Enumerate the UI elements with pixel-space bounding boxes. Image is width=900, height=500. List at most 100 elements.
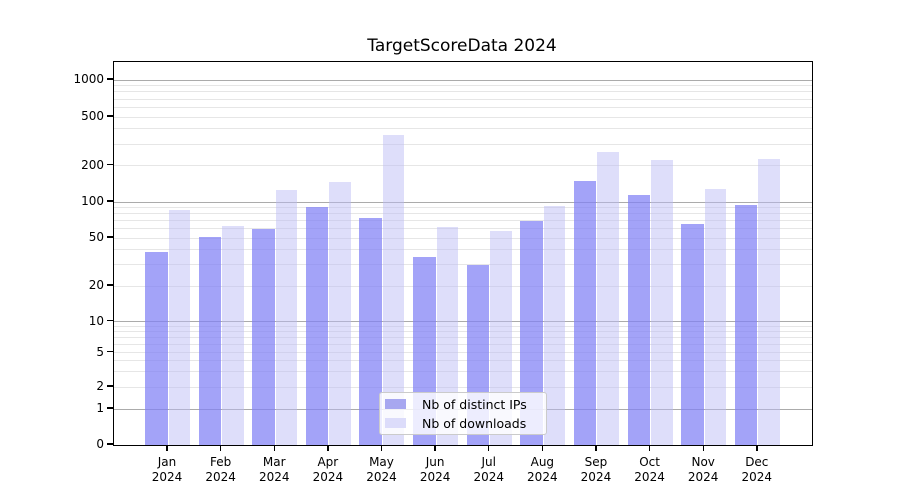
y-tick-label-500: 500 (81, 109, 104, 123)
y-tick-mark-100 (107, 200, 113, 202)
gridline-minor-800 (114, 91, 812, 93)
bar-distinct-ips-mar (252, 229, 275, 445)
legend-item-downloads: Nb of downloads (385, 416, 540, 431)
x-tick-month: May (369, 455, 394, 469)
plot-area (113, 60, 813, 446)
y-tick-mark-1000 (107, 78, 113, 80)
bar-distinct-ips-jan (145, 252, 168, 445)
x-tick-month: Aug (530, 455, 555, 469)
x-tick-mark-mar (273, 445, 275, 451)
x-tick-label-mar: Mar 2024 (244, 455, 304, 485)
bar-downloads-aug (543, 206, 566, 445)
x-tick-label-jan: Jan 2024 (137, 455, 197, 485)
y-tick-label-5: 5 (96, 344, 104, 359)
y-tick-label-2: 2 (96, 379, 104, 393)
x-tick-label-aug: Aug 2024 (512, 455, 572, 485)
bar-downloads-feb (222, 226, 244, 445)
gridline-major-100 (114, 201, 812, 203)
gridline-minor-70 (114, 220, 812, 222)
y-tick-mark-0 (107, 443, 113, 445)
x-tick-month: Sep (584, 455, 608, 469)
bar-distinct-ips-nov (681, 224, 704, 445)
gridline-minor-200 (114, 165, 812, 166)
gridline-minor-8 (114, 330, 812, 332)
bar-downloads-dec (758, 158, 780, 445)
x-tick-mark-oct (648, 445, 651, 451)
bar-distinct-ips-feb (198, 236, 222, 445)
bar-downloads-jan (168, 210, 190, 445)
y-tick-label-10: 10 (88, 313, 104, 328)
bar-downloads-jun (436, 226, 459, 445)
bar-distinct-ips-sep (573, 180, 597, 445)
bar-downloads-apr (329, 182, 351, 445)
gridline-minor-40 (114, 249, 812, 251)
x-tick-month: Dec (745, 455, 769, 469)
x-tick-mark-apr (327, 445, 329, 451)
bar-distinct-ips-dec (734, 204, 758, 445)
bar-distinct-ips-aug (520, 220, 543, 445)
x-tick-label-feb: Feb 2024 (191, 455, 251, 485)
x-tick-month: Jun (425, 455, 445, 469)
x-tick-mark-aug (541, 445, 544, 451)
gridline-major-1000 (114, 79, 812, 81)
y-tick-mark-2 (107, 385, 113, 387)
gridline-minor-90 (114, 206, 812, 208)
y-tick-mark-200 (107, 163, 113, 166)
gridline-major-10 (114, 321, 812, 322)
legend-swatch-downloads (385, 417, 406, 429)
x-tick-month: Jul (481, 455, 496, 469)
gridline-minor-80 (114, 213, 812, 215)
bar-distinct-ips-may (359, 217, 382, 445)
legend-label-distinct-ips: Nb of distinct IPs (422, 396, 527, 412)
x-tick-year: 2024 (473, 469, 504, 484)
x-tick-label-may: May 2024 (351, 455, 411, 485)
x-tick-year: 2024 (741, 469, 773, 484)
legend-item-distinct-ips: Nb of distinct IPs (385, 397, 540, 412)
gridline-minor-20 (114, 285, 812, 287)
x-tick-year: 2024 (580, 469, 612, 484)
x-tick-year: 2024 (366, 469, 397, 484)
y-tick-mark-20 (107, 284, 113, 286)
x-tick-month: Feb (209, 455, 232, 469)
x-tick-year: 2024 (527, 469, 558, 484)
gridline-minor-400 (114, 128, 812, 130)
gridline-minor-30 (114, 264, 812, 266)
x-tick-label-dec: Dec 2024 (727, 455, 787, 485)
x-tick-year: 2024 (258, 469, 290, 484)
x-tick-label-sep: Sep 2024 (566, 455, 626, 485)
y-tick-label-1000: 1000 (73, 72, 104, 86)
x-tick-mark-may (380, 445, 383, 451)
gridline-minor-6 (114, 343, 812, 345)
gridline-minor-2 (114, 386, 812, 388)
x-tick-mark-nov (702, 445, 704, 451)
y-tick-mark-500 (107, 115, 113, 117)
y-tick-label-0: 0 (96, 437, 104, 451)
y-tick-mark-5 (107, 350, 113, 353)
y-tick-label-20: 20 (88, 278, 104, 292)
y-tick-mark-1 (107, 407, 113, 409)
chart-title: TargetScoreData 2024 (367, 36, 557, 56)
x-tick-label-jul: Jul 2024 (459, 455, 519, 485)
bar-downloads-oct (651, 159, 673, 445)
x-tick-month: Jan (157, 455, 177, 469)
bar-distinct-ips-apr (305, 207, 329, 445)
bar-downloads-may (382, 135, 405, 445)
gridline-minor-600 (114, 106, 812, 108)
x-tick-year: 2024 (151, 469, 183, 484)
gridline-minor-700 (114, 98, 812, 100)
legend-label-downloads: Nb of downloads (422, 415, 527, 431)
gridline-minor-60 (114, 228, 812, 230)
y-tick-mark-50 (107, 236, 113, 238)
bar-downloads-jul (490, 231, 512, 445)
bar-downloads-sep (597, 152, 619, 445)
x-tick-year: 2024 (634, 469, 665, 484)
legend: Nb of distinct IPs Nb of downloads (379, 392, 547, 435)
y-tick-label-1: 1 (96, 401, 104, 415)
x-tick-label-jun: Jun 2024 (405, 455, 465, 485)
bar-distinct-ips-oct (627, 195, 651, 445)
gridline-minor-7 (114, 336, 812, 338)
x-tick-year: 2024 (312, 469, 344, 484)
x-tick-year: 2024 (205, 469, 236, 484)
x-tick-month: Mar (262, 455, 286, 469)
